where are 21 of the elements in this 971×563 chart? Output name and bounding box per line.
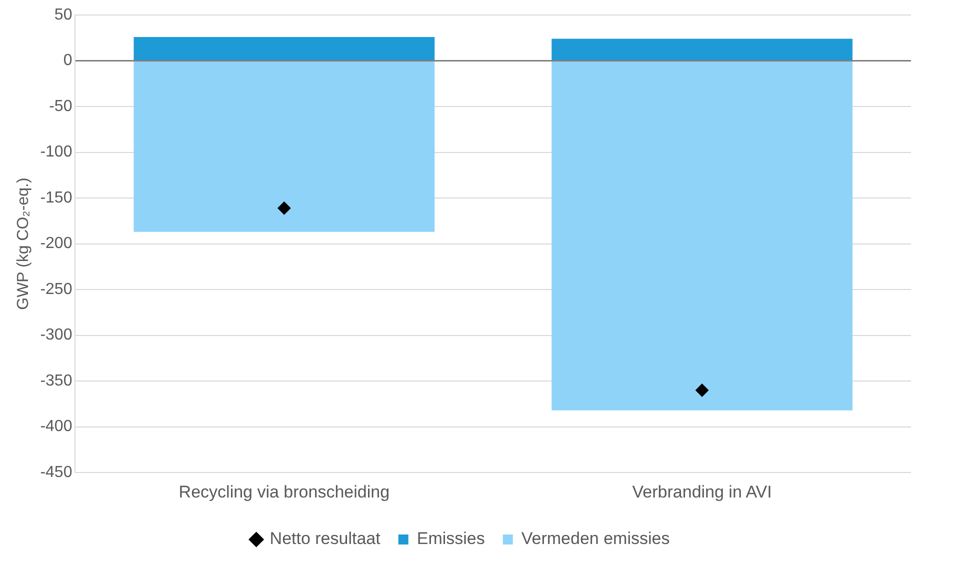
legend-label: Vermeden emissies bbox=[521, 529, 670, 548]
y-tick-label: -200 bbox=[40, 235, 72, 252]
bar bbox=[134, 36, 435, 60]
y-tick-label: -250 bbox=[40, 280, 72, 298]
y-tick-label: -300 bbox=[40, 326, 72, 344]
legend-label: Emissies bbox=[416, 529, 485, 548]
y-tick-label: -50 bbox=[49, 98, 72, 115]
bar bbox=[134, 62, 435, 232]
y-tick-label: 0 bbox=[63, 52, 72, 70]
y-tick-label: -450 bbox=[40, 464, 72, 482]
y-tick-label: -350 bbox=[40, 372, 72, 390]
y-tick-label: -100 bbox=[40, 144, 72, 161]
x-tick-label: Recycling via bronscheiding bbox=[178, 482, 390, 502]
bar bbox=[552, 62, 852, 410]
legend-label: Netto resultaat bbox=[270, 529, 381, 548]
y-axis-title: GWP (kg CO₂-eq.) bbox=[15, 178, 32, 310]
y-tick-label: 50 bbox=[54, 6, 72, 24]
bar bbox=[552, 38, 852, 60]
x-tick-label: Verbranding in AVI bbox=[632, 482, 772, 502]
y-tick-label: -150 bbox=[40, 189, 72, 206]
y-tick-label: -400 bbox=[40, 418, 72, 436]
